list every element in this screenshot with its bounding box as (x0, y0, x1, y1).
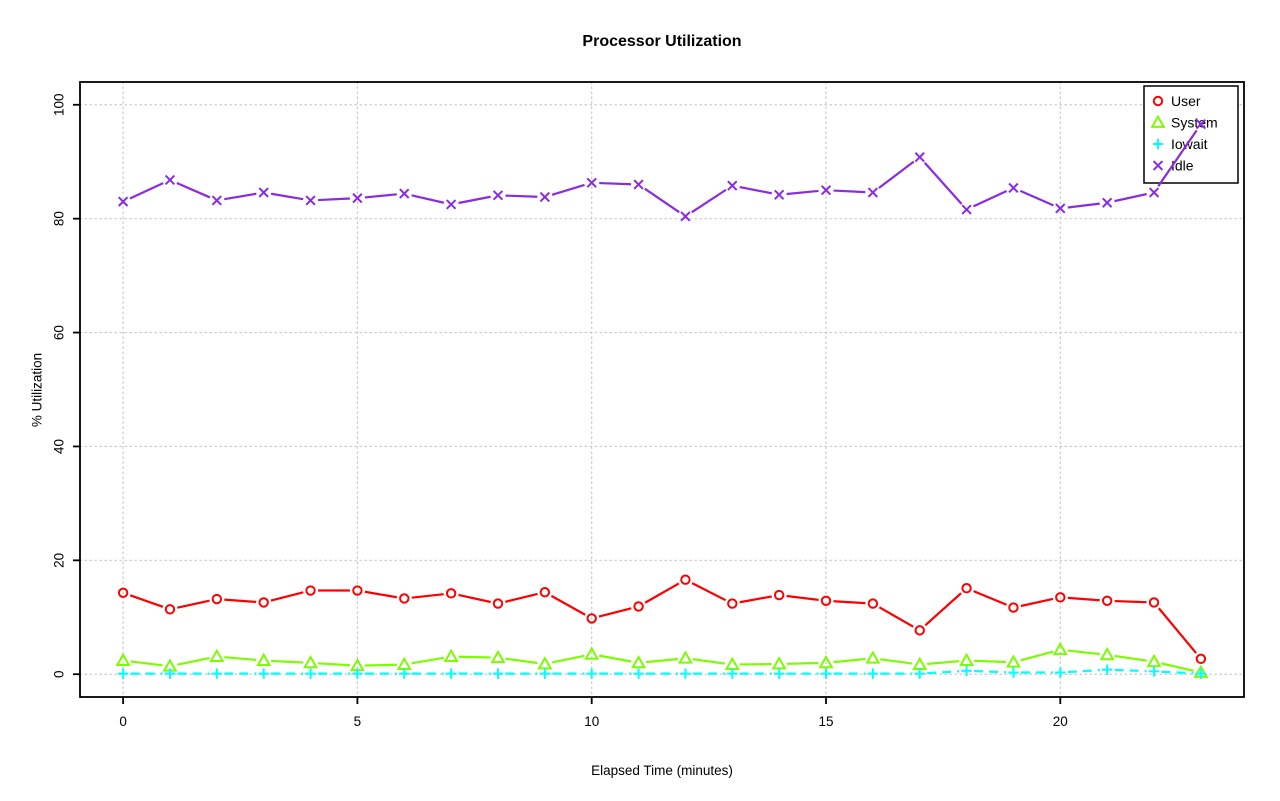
legend-item-iowait: Iowait (1152, 136, 1208, 152)
legend-label-system: System (1171, 114, 1218, 130)
svg-text:0: 0 (119, 714, 127, 729)
series-idle (118, 119, 1206, 222)
legend: User System Iowait Idle (1143, 85, 1239, 184)
legend-label-iowait: Iowait (1171, 136, 1208, 152)
x-axis-label: Elapsed Time (minutes) (591, 763, 733, 778)
svg-text:100: 100 (52, 94, 67, 117)
tick-labels: 0 5 10 15 20 0 20 40 60 80 100 (52, 94, 1068, 729)
y-axis-label: % Utilization (29, 352, 45, 428)
chart-title: Processor Utilization (582, 33, 742, 50)
series-iowait (117, 664, 1207, 679)
svg-text:5: 5 (354, 714, 362, 729)
svg-text:10: 10 (584, 714, 599, 729)
legend-label-idle: Idle (1171, 157, 1194, 173)
series-system (115, 641, 1209, 678)
plot-border (79, 81, 1245, 698)
svg-text:20: 20 (1053, 714, 1068, 729)
svg-text:80: 80 (52, 211, 67, 226)
gridlines (79, 81, 1245, 698)
legend-label-user: User (1171, 93, 1201, 109)
svg-text:20: 20 (52, 553, 67, 568)
legend-item-system: System (1150, 114, 1218, 130)
svg-text:40: 40 (52, 439, 67, 454)
series-user (117, 574, 1207, 665)
svg-text:60: 60 (52, 325, 67, 340)
svg-text:0: 0 (52, 670, 67, 678)
legend-item-user: User (1152, 93, 1201, 109)
axis-ticks (73, 103, 1062, 704)
svg-text:15: 15 (818, 714, 833, 729)
